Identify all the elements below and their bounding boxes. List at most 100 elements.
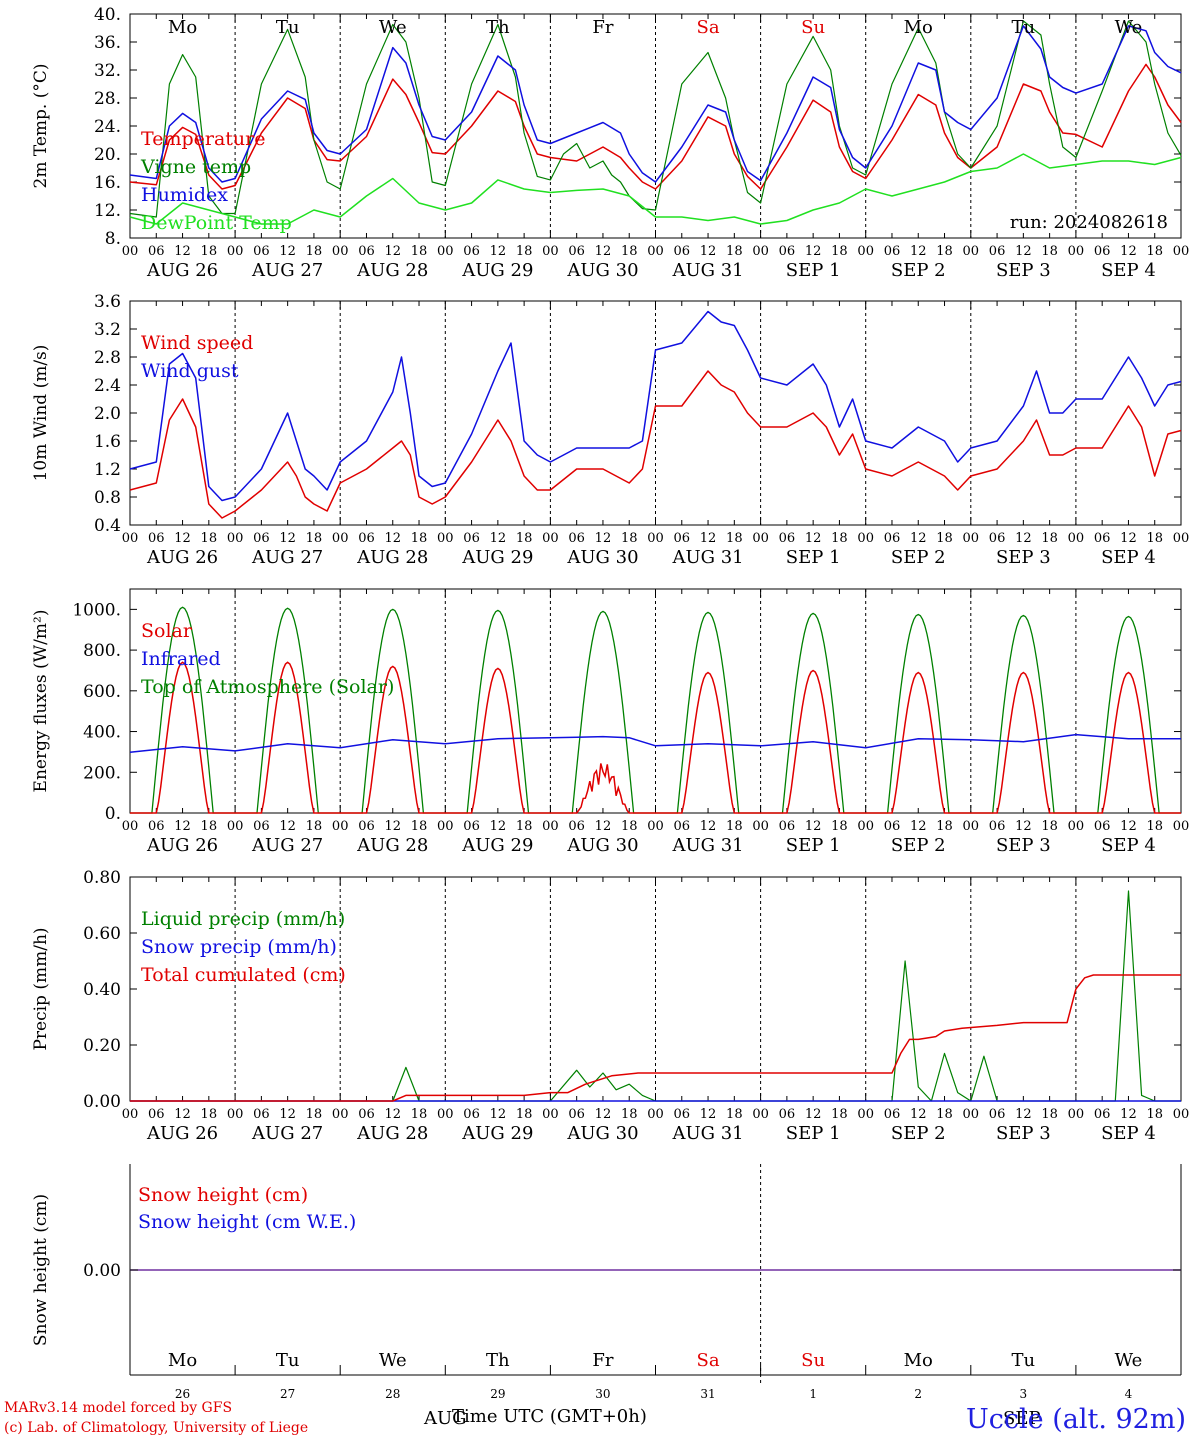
temp-hour-label: 18 (1041, 244, 1058, 259)
temp-hour-label: 06 (779, 244, 796, 259)
flux-y-axis-title: Energy fluxes (W/m²) (31, 610, 51, 793)
flux-hour-label: 06 (358, 819, 375, 834)
flux-date-label: AUG 27 (251, 835, 323, 856)
snow-day-number-label: 4 (1125, 1387, 1133, 1401)
flux-date-label: SEP 4 (1101, 835, 1156, 856)
wind-hour-label: 00 (437, 531, 454, 546)
temp-hour-label: 06 (884, 244, 901, 259)
flux-hour-label: 00 (857, 819, 874, 834)
flux-hour-label: 18 (516, 819, 533, 834)
precip-hour-label: 00 (647, 1107, 664, 1122)
flux-hour-label: 12 (595, 819, 612, 834)
temperature-series (129, 63, 1182, 190)
flux-date-label: SEP 2 (891, 835, 946, 856)
wind-date-label: AUG 30 (566, 547, 638, 568)
temp-hour-label: 18 (726, 244, 743, 259)
temp-hour-label: 00 (122, 244, 139, 259)
flux-date-label: AUG 31 (671, 835, 743, 856)
flux-hour-label: 00 (227, 819, 244, 834)
wind-y-tick-label: 0.8 (94, 488, 121, 508)
snow-day-number-label: 31 (700, 1387, 715, 1401)
precip-hour-label: 06 (148, 1107, 165, 1122)
wind-date-label: AUG 27 (251, 547, 323, 568)
snow-day-number-label: 28 (385, 1387, 400, 1401)
month-aug-label: AUG (423, 1408, 467, 1429)
flux-hour-label: 06 (148, 819, 165, 834)
temp-hour-label: 18 (621, 244, 638, 259)
snow-day-name-label: We (1115, 1350, 1143, 1371)
flux-hour-label: 12 (1015, 819, 1032, 834)
snow-legend-entry: Snow height (cm W.E.) (138, 1211, 356, 1233)
wind-hour-label: 18 (306, 531, 323, 546)
wind-speed-series (129, 370, 1182, 519)
flux-hour-label: 06 (1094, 819, 1111, 834)
wind-hour-label: 06 (884, 531, 901, 546)
snow-day-number-label: 29 (490, 1387, 505, 1401)
temp-hour-label: 00 (332, 244, 349, 259)
flux-frame (129, 588, 1182, 814)
wind-hour-label: 00 (752, 531, 769, 546)
flux-hour-label: 18 (1146, 819, 1163, 834)
day-name-label: Sa (697, 17, 720, 38)
wind-y-tick-label: 0.4 (94, 516, 121, 536)
precip-hour-label: 18 (1041, 1107, 1058, 1122)
temp-legend-entry: Humidex (141, 184, 228, 206)
wind-hour-label: 06 (463, 531, 480, 546)
wind-hour-label: 12 (279, 531, 296, 546)
day-name-label: Tu (276, 17, 300, 38)
wind-hour-label: 18 (201, 531, 218, 546)
precip-date-label: AUG 28 (356, 1123, 428, 1144)
precip-hour-label: 12 (174, 1107, 191, 1122)
wind-hour-label: 18 (726, 531, 743, 546)
wind-hour-label: 06 (989, 531, 1006, 546)
wind-date-label: SEP 3 (996, 547, 1051, 568)
model-credit: MARv3.14 model forced by GFS (4, 1400, 233, 1416)
flux-hour-label: 06 (463, 819, 480, 834)
temp-y-tick-label: 28. (94, 89, 121, 109)
flux-hour-label: 06 (568, 819, 585, 834)
temp-y-tick-label: 32. (94, 61, 121, 81)
precip-y-axis-title: Precip (mm/h) (31, 927, 51, 1050)
temp-hour-label: 18 (1146, 244, 1163, 259)
snow-day-number-label: 30 (595, 1387, 610, 1401)
wind-hour-label: 00 (1068, 531, 1085, 546)
temp-hour-label: 06 (358, 244, 375, 259)
flux-date-label: AUG 29 (461, 835, 533, 856)
temp-y-tick-label: 16. (94, 173, 121, 193)
precip-hour-label: 06 (1094, 1107, 1111, 1122)
wind-hour-label: 18 (411, 531, 428, 546)
precip-date-label: SEP 4 (1101, 1123, 1156, 1144)
precip-date-label: AUG 30 (566, 1123, 638, 1144)
temp-hour-label: 12 (174, 244, 191, 259)
snow-day-name-label: Tu (276, 1350, 300, 1371)
precip-hour-label: 00 (227, 1107, 244, 1122)
day-name-label: Mo (168, 17, 197, 38)
temp-hour-label: 18 (306, 244, 323, 259)
precip-date-label: AUG 27 (251, 1123, 323, 1144)
flux-y-tick-label: 800. (83, 641, 121, 661)
wind-hour-label: 12 (384, 531, 401, 546)
temp-y-tick-label: 40. (94, 5, 121, 25)
temp-hour-label: 18 (411, 244, 428, 259)
precip-hour-label: 18 (516, 1107, 533, 1122)
temp-y-tick-label: 36. (94, 33, 121, 53)
dewpoint-temp-series (129, 153, 1182, 225)
wind-hour-label: 18 (1041, 531, 1058, 546)
precip-hour-label: 00 (332, 1107, 349, 1122)
precip-date-label: AUG 26 (146, 1123, 218, 1144)
flux-hour-label: 00 (1173, 819, 1190, 834)
precip-hour-label: 18 (936, 1107, 953, 1122)
temp-hour-label: 06 (1094, 244, 1111, 259)
humidex-series (129, 25, 1182, 183)
flux-date-label: SEP 3 (996, 835, 1051, 856)
temp-date-label: AUG 28 (356, 260, 428, 281)
flux-hour-label: 12 (384, 819, 401, 834)
flux-legend-entry: Top of Atmosphere (Solar) (141, 676, 394, 698)
day-name-label: Th (486, 17, 510, 38)
flux-y-tick-label: 1000. (72, 600, 121, 620)
precip-hour-label: 12 (1120, 1107, 1137, 1122)
snow-day-number-label: 3 (1020, 1387, 1028, 1401)
snow-day-name-label: We (379, 1350, 407, 1371)
flux-hour-label: 12 (174, 819, 191, 834)
